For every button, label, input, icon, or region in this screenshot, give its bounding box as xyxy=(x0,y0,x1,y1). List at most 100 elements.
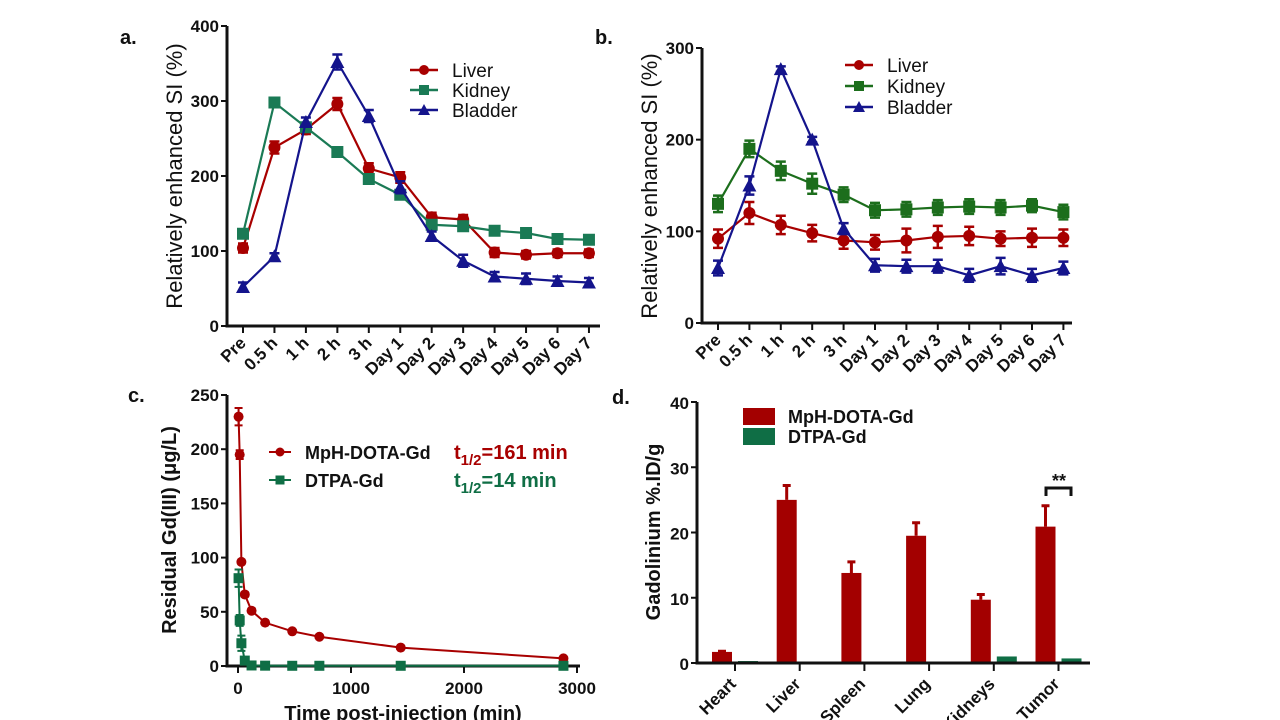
y-axis-label: Gadolinium %.ID/g xyxy=(643,444,665,621)
series-line xyxy=(716,65,1064,277)
legend-label: DTPA-Gd xyxy=(788,427,867,447)
data-point xyxy=(487,269,502,283)
data-point xyxy=(742,178,757,192)
data-point xyxy=(298,115,313,128)
data-point xyxy=(1057,231,1070,244)
legend-label: MpH-DOTA-Gd xyxy=(305,443,431,463)
data-point xyxy=(806,227,819,240)
x-tick-label: 0 xyxy=(233,679,242,698)
y-tick-label: 10 xyxy=(670,590,689,609)
legend-marker xyxy=(419,85,429,95)
data-point xyxy=(239,589,250,600)
data-point xyxy=(395,642,406,653)
series-dtpa-gd xyxy=(233,568,569,671)
bar xyxy=(712,651,732,663)
y-tick-label: 0 xyxy=(210,317,219,336)
series-mph-dota-gd xyxy=(712,484,1056,663)
data-point xyxy=(488,224,501,237)
y-axis-label: Residual Gd(III) (μg/L) xyxy=(159,426,181,634)
half-life-t: t xyxy=(454,470,461,492)
y-tick-label: 0 xyxy=(210,657,219,676)
data-point xyxy=(837,234,850,247)
half-life-label: t1/2=14 min xyxy=(454,470,557,497)
error-bar xyxy=(976,592,985,600)
data-point xyxy=(712,232,724,245)
data-point xyxy=(931,230,944,243)
x-tick-label: Heart xyxy=(696,674,740,718)
x-tick-label: 0.5 h xyxy=(240,333,281,374)
data-point xyxy=(963,200,976,213)
data-point xyxy=(962,268,977,282)
x-tick-label: Liver xyxy=(762,674,804,716)
half-life-t: t xyxy=(454,442,461,464)
x-tick-label: 1 h xyxy=(757,330,788,361)
bar xyxy=(970,599,991,663)
bar xyxy=(906,535,927,663)
legend-label: Liver xyxy=(887,56,929,77)
series-bladder xyxy=(711,62,1071,283)
legend-marker xyxy=(275,475,285,485)
half-life-value: =161 min xyxy=(482,442,568,464)
data-point xyxy=(1057,206,1070,219)
bar xyxy=(1061,658,1082,663)
data-point xyxy=(236,280,250,293)
data-point xyxy=(234,449,245,460)
data-point xyxy=(805,132,820,146)
x-tick-label: 2 h xyxy=(788,330,819,361)
data-point xyxy=(488,246,501,259)
data-point xyxy=(246,660,257,671)
x-tick-label: 1000 xyxy=(332,679,370,698)
y-tick-label: 400 xyxy=(191,17,219,36)
data-point xyxy=(519,271,534,285)
y-axis-label: Relatively enhanced SI (%) xyxy=(637,53,662,318)
series-line xyxy=(717,147,1064,214)
data-point xyxy=(550,274,565,287)
legend-label: Bladder xyxy=(887,98,953,119)
data-point xyxy=(774,218,787,231)
bar xyxy=(996,656,1017,663)
error-bar xyxy=(718,649,726,653)
data-point xyxy=(963,229,976,242)
data-point xyxy=(331,146,344,158)
data-point xyxy=(836,221,851,235)
data-point xyxy=(520,248,533,261)
panel-label: c. xyxy=(128,385,145,407)
data-point xyxy=(233,573,244,584)
y-tick-label: 300 xyxy=(191,92,219,111)
data-point xyxy=(260,617,271,628)
legend-swatch xyxy=(743,428,775,445)
error-bar xyxy=(847,560,856,573)
data-point xyxy=(558,660,569,671)
x-tick-label: Spleen xyxy=(816,674,869,720)
data-point xyxy=(395,660,406,671)
x-axis-label: Time post-injection (min) xyxy=(284,703,521,720)
half-life-value: =14 min xyxy=(482,470,557,492)
legend-label: Bladder xyxy=(452,101,518,122)
data-point xyxy=(743,142,756,155)
data-point xyxy=(233,411,244,422)
y-tick-label: 40 xyxy=(670,394,689,413)
series-kidney xyxy=(712,139,1070,221)
panel-label: d. xyxy=(612,387,630,409)
data-point xyxy=(234,615,245,626)
data-point xyxy=(393,180,408,194)
data-point xyxy=(314,631,325,642)
error-bar xyxy=(782,484,791,500)
panel-c: c. 0 50 100 150 200 250 0 1000 2000 3000 Time post-… xyxy=(128,385,596,720)
data-point xyxy=(551,233,564,245)
data-point xyxy=(773,62,788,76)
series-line xyxy=(241,102,589,256)
x-tick-label: Lung xyxy=(891,674,934,717)
legend-label: Kidney xyxy=(887,77,946,98)
data-point xyxy=(236,638,247,649)
bar xyxy=(776,499,797,663)
series-line xyxy=(242,59,590,288)
legend-marker xyxy=(853,101,865,112)
y-tick-label: 30 xyxy=(670,459,689,478)
data-point xyxy=(900,203,913,216)
data-point xyxy=(425,218,438,231)
data-point xyxy=(330,55,345,68)
data-point xyxy=(869,204,881,217)
